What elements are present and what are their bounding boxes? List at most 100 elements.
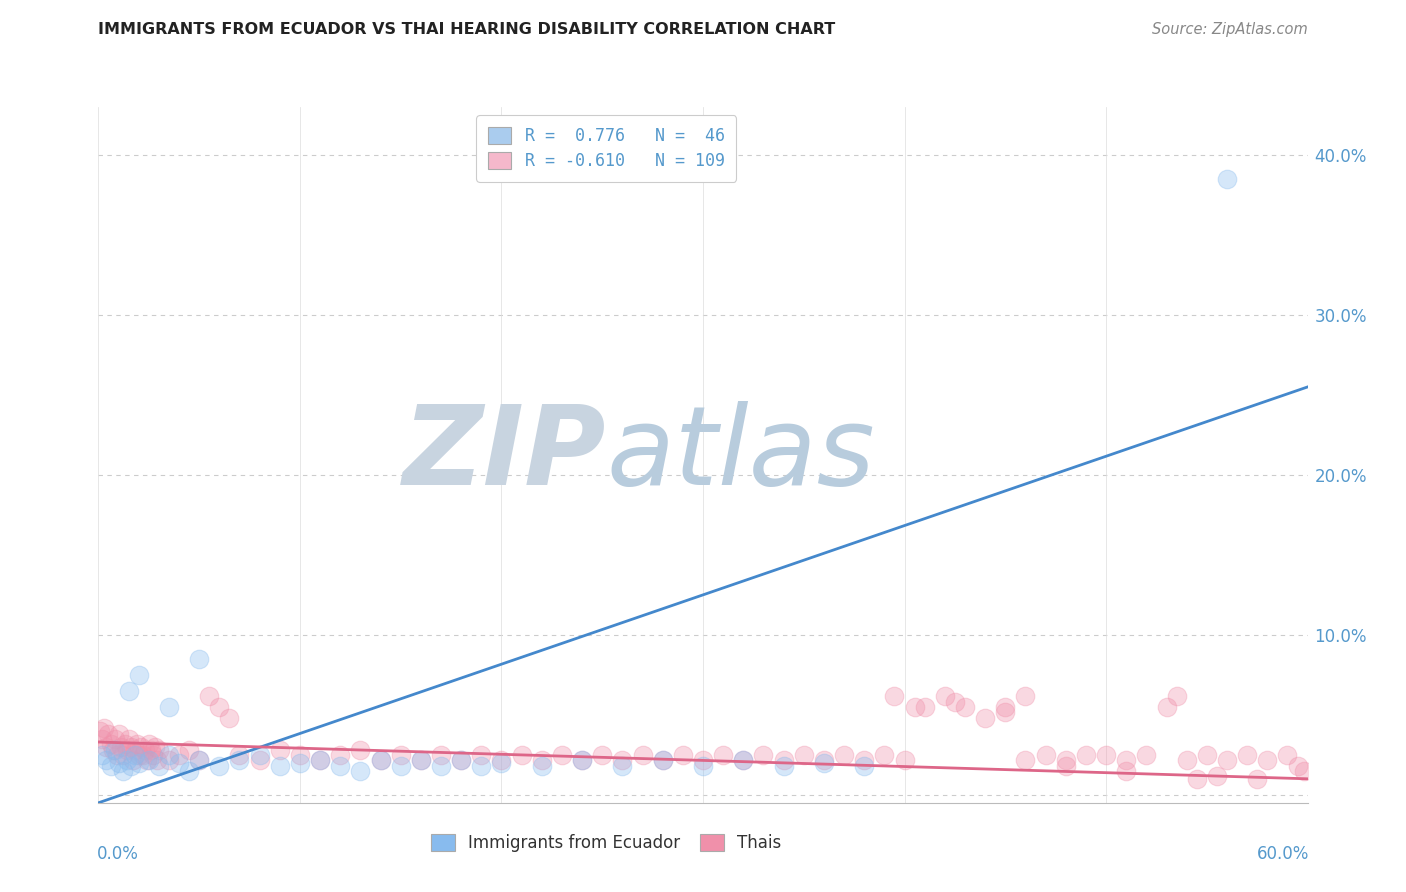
Point	[118, 731, 141, 746]
Point	[1292, 764, 1315, 778]
Text: IMMIGRANTS FROM ECUADOR VS THAI HEARING DISABILITY CORRELATION CHART: IMMIGRANTS FROM ECUADOR VS THAI HEARING …	[98, 22, 835, 37]
Point	[309, 753, 332, 767]
Point	[1035, 747, 1057, 762]
Point	[1054, 753, 1077, 767]
Point	[1216, 753, 1239, 767]
Text: Source: ZipAtlas.com: Source: ZipAtlas.com	[1152, 22, 1308, 37]
Point	[651, 753, 673, 767]
Text: 60.0%: 60.0%	[1257, 845, 1309, 863]
Point	[115, 743, 138, 757]
Point	[409, 753, 432, 767]
Point	[692, 753, 714, 767]
Point	[1206, 769, 1229, 783]
Point	[103, 731, 125, 746]
Point	[124, 747, 146, 762]
Point	[943, 695, 966, 709]
Point	[100, 759, 122, 773]
Point	[107, 727, 129, 741]
Point	[114, 737, 136, 751]
Point	[1074, 747, 1097, 762]
Point	[269, 743, 291, 757]
Point	[893, 753, 915, 767]
Point	[1135, 747, 1157, 762]
Point	[832, 747, 855, 762]
Point	[873, 747, 896, 762]
Point	[1014, 689, 1036, 703]
Point	[470, 747, 492, 762]
Point	[389, 747, 412, 762]
Point	[470, 759, 492, 773]
Point	[370, 753, 392, 767]
Point	[167, 756, 190, 770]
Point	[510, 747, 533, 762]
Point	[288, 747, 311, 762]
Point	[813, 756, 835, 770]
Point	[89, 723, 111, 738]
Point	[157, 747, 180, 762]
Point	[389, 759, 412, 773]
Point	[711, 747, 734, 762]
Point	[1115, 753, 1137, 767]
Point	[349, 743, 371, 757]
Text: 0.0%: 0.0%	[97, 845, 139, 863]
Point	[157, 753, 180, 767]
Point	[853, 759, 876, 773]
Point	[143, 739, 166, 754]
Point	[208, 759, 231, 773]
Point	[309, 753, 332, 767]
Point	[138, 753, 160, 767]
Text: atlas: atlas	[606, 401, 875, 508]
Point	[148, 743, 170, 757]
Point	[430, 759, 453, 773]
Point	[134, 743, 156, 757]
Point	[571, 753, 593, 767]
Point	[118, 683, 141, 698]
Point	[132, 747, 155, 762]
Point	[198, 689, 221, 703]
Point	[450, 753, 472, 767]
Legend: Immigrants from Ecuador, Thais: Immigrants from Ecuador, Thais	[420, 822, 793, 864]
Point	[651, 753, 673, 767]
Point	[530, 753, 553, 767]
Point	[904, 699, 927, 714]
Point	[96, 739, 118, 754]
Point	[349, 764, 371, 778]
Point	[813, 753, 835, 767]
Point	[188, 652, 211, 666]
Point	[1277, 747, 1299, 762]
Point	[111, 747, 134, 762]
Point	[157, 699, 180, 714]
Point	[208, 699, 231, 714]
Point	[692, 759, 714, 773]
Point	[135, 753, 157, 767]
Point	[430, 747, 453, 762]
Point	[138, 737, 160, 751]
Point	[1236, 747, 1258, 762]
Point	[110, 739, 132, 754]
Point	[93, 721, 115, 735]
Point	[612, 753, 634, 767]
Point	[146, 753, 169, 767]
Point	[128, 668, 150, 682]
Point	[1185, 772, 1208, 786]
Point	[1175, 753, 1198, 767]
Point	[188, 753, 211, 767]
Point	[1115, 764, 1137, 778]
Point	[329, 747, 352, 762]
Point	[100, 737, 122, 751]
Point	[218, 711, 240, 725]
Point	[994, 705, 1017, 719]
Point	[91, 731, 114, 746]
Point	[1054, 759, 1077, 773]
Point	[853, 753, 876, 767]
Point	[953, 699, 976, 714]
Point	[115, 753, 138, 767]
Point	[1166, 689, 1188, 703]
Point	[1156, 699, 1178, 714]
Point	[733, 753, 755, 767]
Point	[103, 743, 125, 757]
Point	[120, 759, 142, 773]
Point	[249, 753, 271, 767]
Point	[1014, 753, 1036, 767]
Point	[228, 753, 250, 767]
